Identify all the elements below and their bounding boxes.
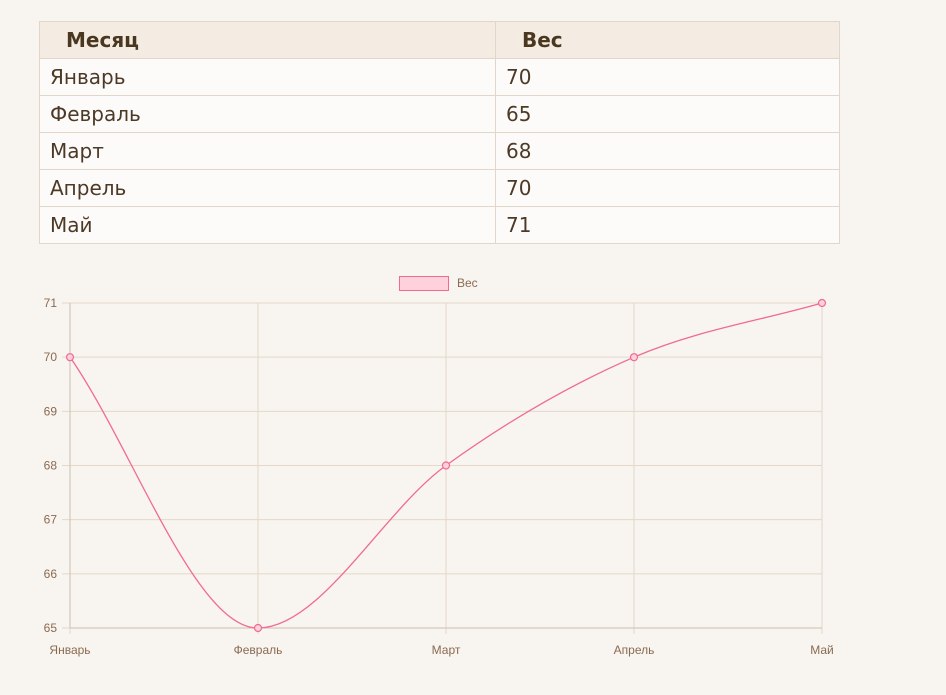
x-tick-label: Май <box>810 643 834 657</box>
legend-swatch <box>399 276 449 291</box>
y-tick-label: 65 <box>44 621 58 635</box>
data-table-container: Месяц Вес Январь 70 Февраль 65 Март 68 А… <box>39 21 840 244</box>
table-row: Апрель 70 <box>39 169 840 207</box>
data-point <box>817 298 827 308</box>
table-header-month: Месяц <box>39 21 496 59</box>
table-cell-weight: 70 <box>495 58 840 96</box>
table-cell-month: Январь <box>39 58 496 96</box>
y-tick-label: 66 <box>44 567 58 581</box>
y-tick-label: 69 <box>44 404 58 418</box>
y-tick-label: 70 <box>44 350 58 364</box>
table-row: Февраль 65 <box>39 95 840 133</box>
table-row: Март 68 <box>39 132 840 170</box>
table-cell-month: Февраль <box>39 95 496 133</box>
table-cell-weight: 70 <box>495 169 840 207</box>
data-table: Месяц Вес Январь 70 Февраль 65 Март 68 А… <box>39 21 840 244</box>
table-row: Январь 70 <box>39 58 840 96</box>
table-cell-weight: 68 <box>495 132 840 170</box>
y-tick-label: 71 <box>44 296 58 310</box>
x-tick-label: Февраль <box>234 643 283 657</box>
table-cell-weight: 65 <box>495 95 840 133</box>
table-cell-weight: 71 <box>495 206 840 244</box>
data-point <box>441 461 451 470</box>
table-cell-month: Май <box>39 206 496 244</box>
x-tick-label: Январь <box>49 643 90 657</box>
line-chart: 65 66 67 68 69 70 71 Январь Февраль Март Апрель Май… <box>44 276 834 657</box>
y-tick-label: 67 <box>44 513 58 527</box>
data-point <box>65 353 75 362</box>
table-header-row: Месяц Вес <box>39 21 840 59</box>
y-tick-label: 68 <box>44 459 58 473</box>
line-chart-container: 65 66 67 68 69 70 71 Январь Февраль Март Апрель Май… <box>0 262 946 672</box>
data-point <box>253 623 263 633</box>
series-line <box>69 302 823 629</box>
x-tick-label: Апрель <box>614 643 655 657</box>
data-point <box>629 353 639 362</box>
table-cell-month: Апрель <box>39 169 496 207</box>
legend-label: Вес <box>457 276 478 290</box>
x-tick-label: Март <box>432 643 461 657</box>
table-row: Май 71 <box>39 206 840 244</box>
table-header-weight: Вес <box>495 21 840 59</box>
table-cell-month: Март <box>39 132 496 170</box>
